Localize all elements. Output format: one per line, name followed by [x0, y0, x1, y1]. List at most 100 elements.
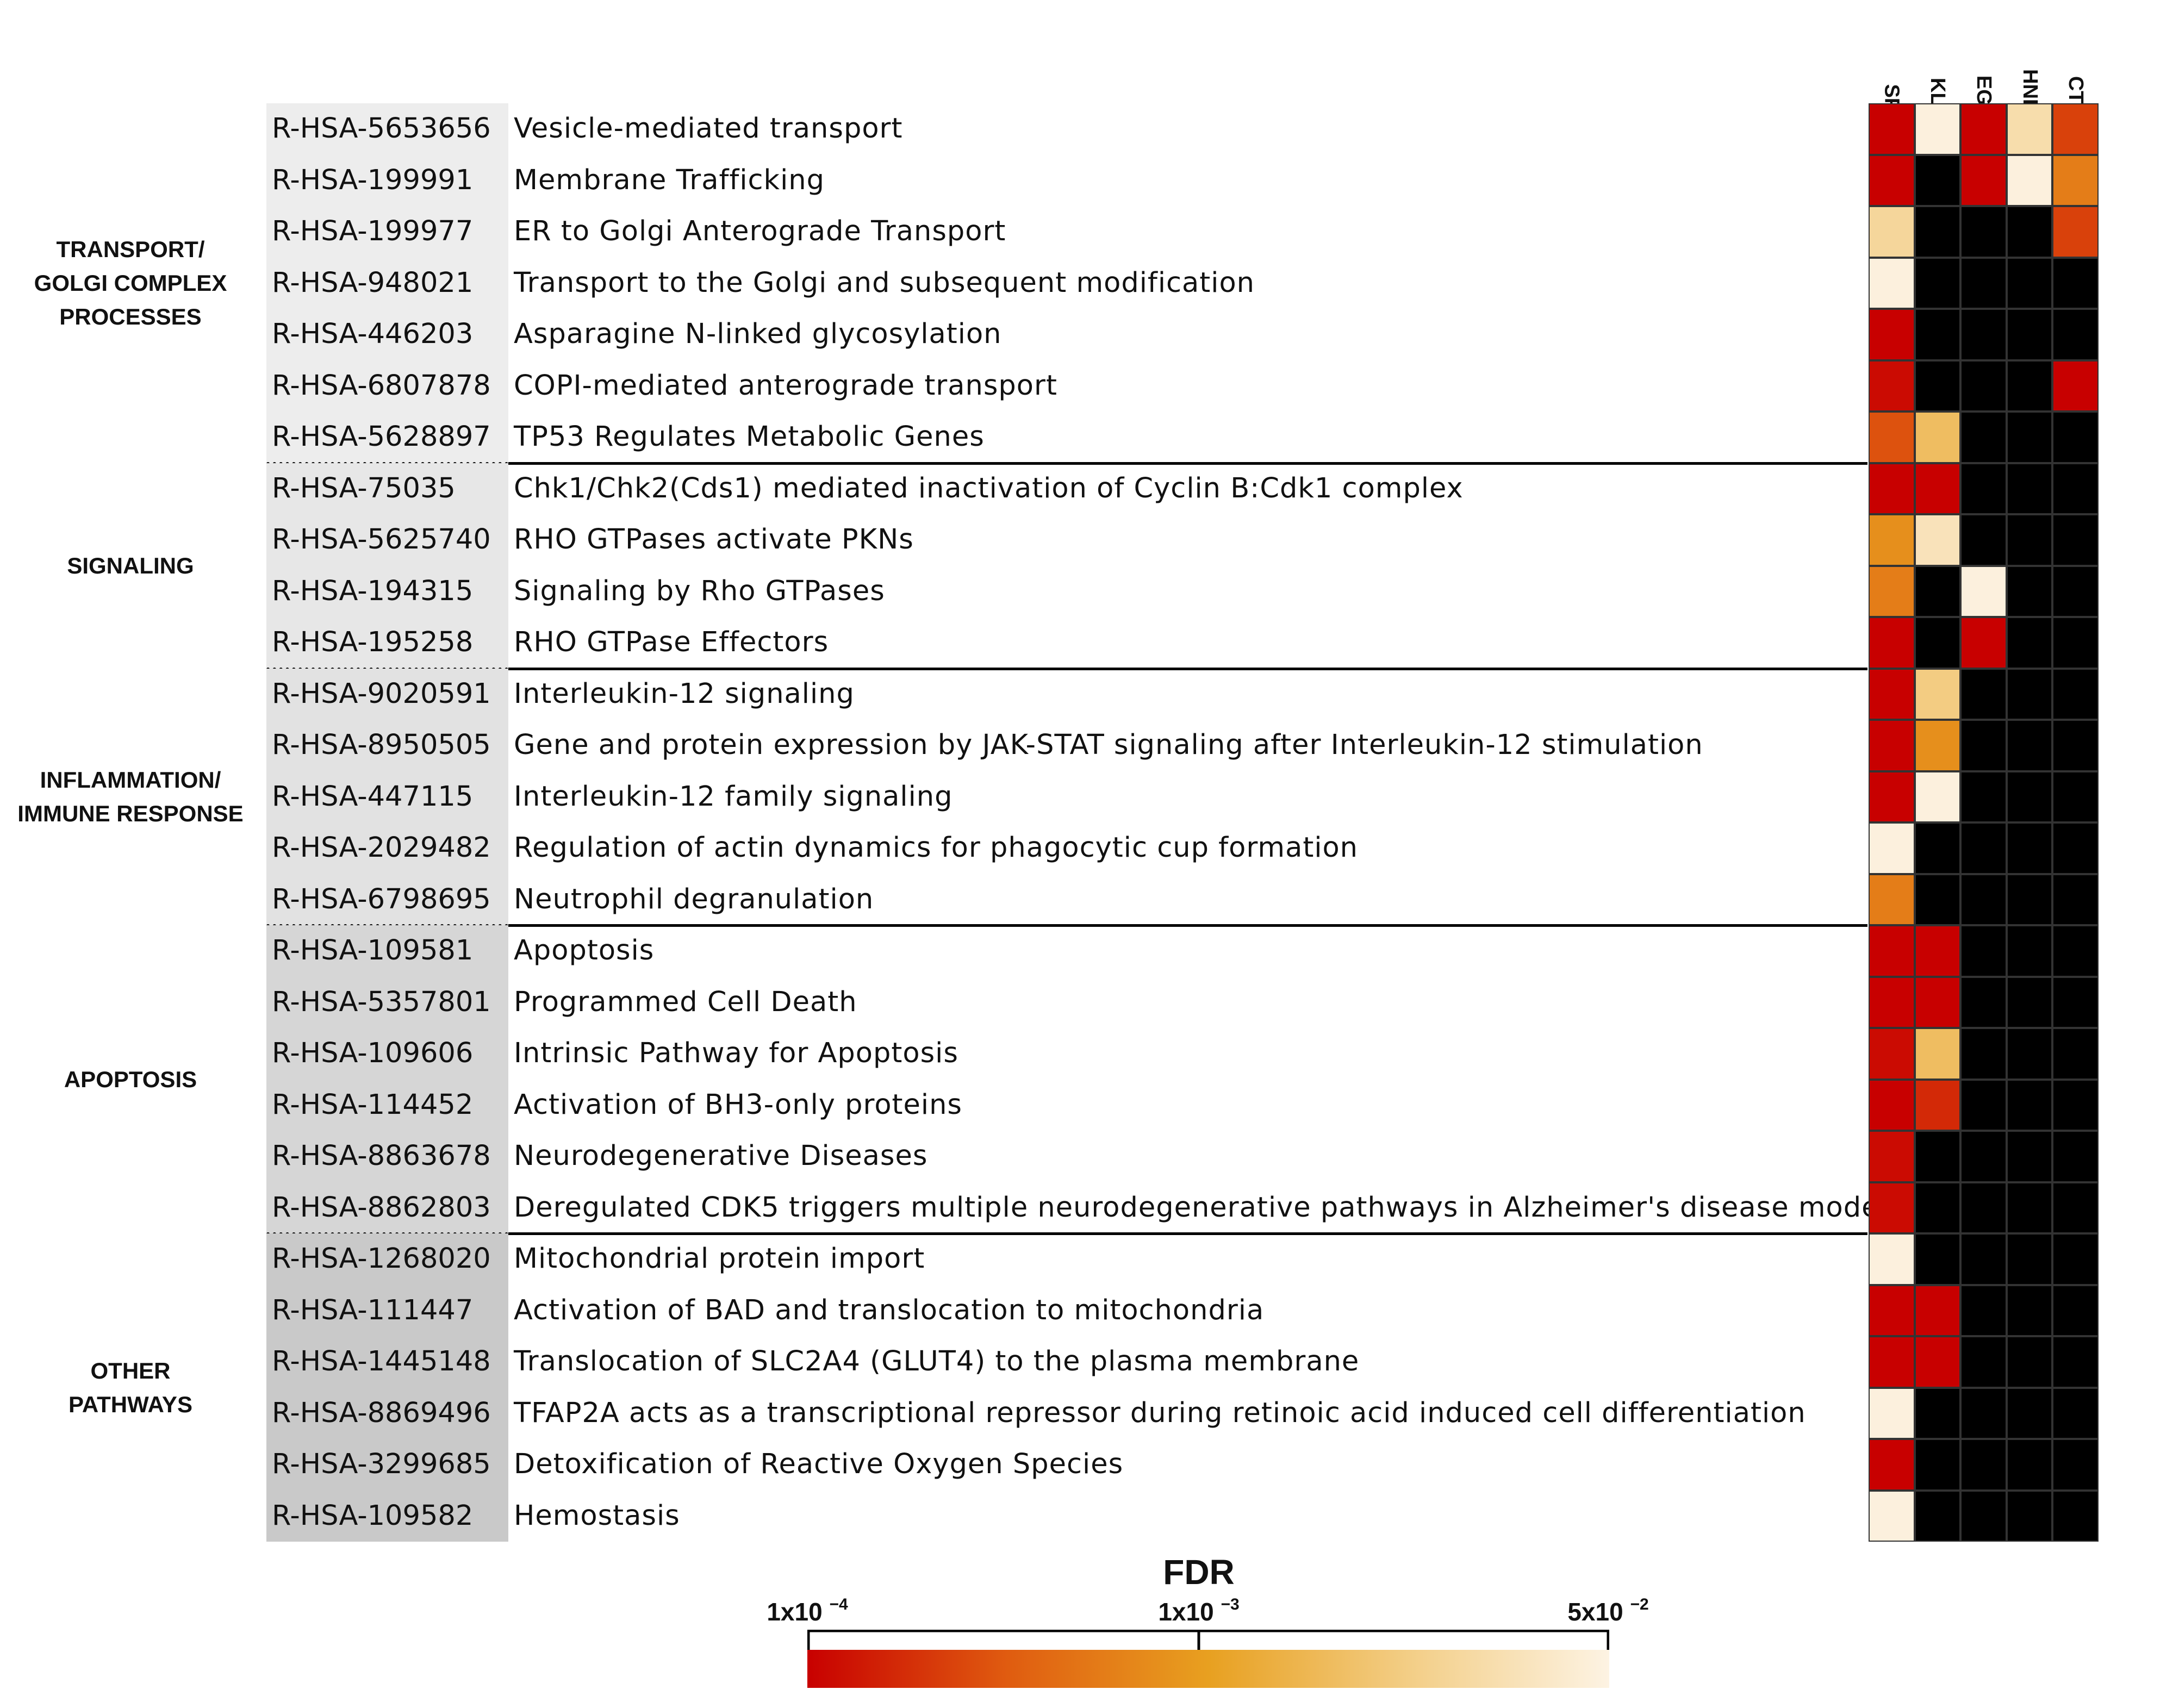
pathway-name: TFAP2A acts as a transcriptional repress… [514, 1397, 1806, 1429]
heatmap-cell [2052, 1490, 2099, 1542]
pathway-name: Activation of BAD and translocation to m… [514, 1294, 1265, 1326]
pathway-id: R-HSA-6807878 [272, 369, 491, 402]
heatmap-cell [1914, 463, 1961, 514]
heatmap-cell [2052, 412, 2099, 463]
heatmap-cell [1869, 1131, 1915, 1182]
group-label: SIGNALING [0, 549, 261, 583]
heatmap-cell [1914, 206, 1961, 258]
heatmap-cell [1914, 1285, 1961, 1336]
heatmap-cell [2052, 976, 2099, 1028]
pathway-id: R-HSA-109606 [272, 1037, 474, 1069]
group-id-band [266, 668, 508, 925]
heatmap-cell [1914, 1233, 1961, 1285]
heatmap-cell [1960, 617, 2007, 669]
heatmap-cell [1960, 1233, 2007, 1285]
heatmap-cell [2006, 1387, 2053, 1439]
pathway-name: Hemostasis [514, 1499, 680, 1532]
pathway-name: Regulation of actin dynamics for phagocy… [514, 832, 1359, 864]
heatmap-cell [2052, 1131, 2099, 1182]
heatmap-cell [2052, 617, 2099, 669]
heatmap-cell [2052, 1028, 2099, 1080]
tick-exponent: −3 [1221, 1595, 1240, 1613]
pathway-name: Intrinsic Pathway for Apoptosis [514, 1037, 958, 1069]
pathway-name: Mitochondrial protein import [514, 1243, 925, 1275]
heatmap-cell [1869, 514, 1915, 566]
heatmap-cell [1914, 1439, 1961, 1491]
heatmap-cell [2052, 1079, 2099, 1131]
heatmap-cell [2006, 103, 2053, 155]
group-separator-line [508, 462, 1867, 465]
heatmap-cell [1914, 1131, 1961, 1182]
pathway-name: Apoptosis [514, 934, 655, 967]
pathway-id: R-HSA-446203 [272, 318, 474, 350]
pathway-id: R-HSA-109581 [272, 934, 474, 967]
heatmap-cell [2006, 360, 2053, 412]
heatmap-cell [1960, 1028, 2007, 1080]
heatmap-cell [1869, 463, 1915, 514]
heatmap-cell [2052, 103, 2099, 155]
heatmap-cell [1869, 1490, 1915, 1542]
heatmap-cell [1869, 206, 1915, 258]
tick-mantissa: 1x10 [767, 1598, 830, 1626]
group-label-line: GOLGI COMPLEX [34, 270, 227, 296]
heatmap-cell [2006, 1182, 2053, 1233]
pathway-name: Transport to the Golgi and subsequent mo… [514, 266, 1255, 299]
heatmap-cell [2006, 1233, 2053, 1285]
group-label-line: TRANSPORT/ [56, 236, 205, 262]
heatmap-cell [1960, 1490, 2007, 1542]
heatmap-cell [2052, 1285, 2099, 1336]
pathway-id: R-HSA-199991 [272, 164, 474, 196]
heatmap-cell [1869, 1387, 1915, 1439]
group-label-line: APOPTOSIS [64, 1066, 197, 1092]
heatmap-cell [2006, 514, 2053, 566]
group-separator-line [508, 667, 1867, 670]
heatmap-cell [1960, 720, 2007, 771]
pathway-id: R-HSA-3299685 [272, 1448, 491, 1480]
heatmap-cell [2052, 360, 2099, 412]
pathway-id: R-HSA-5653656 [272, 113, 491, 145]
heatmap-cell [1869, 1233, 1915, 1285]
pathway-name: COPI-mediated anterograde transport [514, 369, 1057, 402]
heatmap-cell [2052, 668, 2099, 720]
group-separator-line [508, 1232, 1867, 1235]
heatmap-cell [2052, 1233, 2099, 1285]
pathway-name: Membrane Trafficking [514, 164, 825, 196]
heatmap-cell [2006, 771, 2053, 822]
heatmap-cell [1914, 1182, 1961, 1233]
heatmap-cell [1914, 822, 1961, 874]
pathway-name: Interleukin-12 signaling [514, 677, 855, 710]
heatmap-cell [1914, 154, 1961, 206]
pathway-id: R-HSA-447115 [272, 780, 474, 813]
heatmap-cell [1869, 103, 1915, 155]
heatmap-cell [2006, 309, 2053, 360]
group-label-line: SIGNALING [67, 552, 194, 578]
pathway-id: R-HSA-75035 [272, 472, 456, 504]
heatmap-cell [2052, 1182, 2099, 1233]
heatmap-cell [1960, 1182, 2007, 1233]
heatmap-cell [1960, 1131, 2007, 1182]
pathway-name: TP53 Regulates Metabolic Genes [514, 421, 985, 453]
heatmap-cell [2006, 1439, 2053, 1491]
heatmap-cell [1960, 822, 2007, 874]
heatmap-cell [1914, 360, 1961, 412]
heatmap-cell [1960, 1439, 2007, 1491]
pathway-name: Signaling by Rho GTPases [514, 575, 885, 607]
heatmap-cell [2006, 874, 2053, 925]
heatmap-cell [2006, 257, 2053, 309]
legend-tick-label: 1x10 −4 [737, 1595, 878, 1626]
heatmap-cell [1869, 925, 1915, 977]
heatmap-cell [1960, 360, 2007, 412]
heatmap-cell [1869, 617, 1915, 669]
pathway-id: R-HSA-948021 [272, 266, 474, 299]
heatmap-cell [2006, 822, 2053, 874]
pathway-id: R-HSA-5625740 [272, 523, 491, 556]
heatmap-cell [2052, 1439, 2099, 1491]
heatmap-cell [2052, 822, 2099, 874]
pathway-name: Neutrophil degranulation [514, 883, 874, 915]
heatmap-cell [1960, 309, 2007, 360]
pathway-id: R-HSA-8862803 [272, 1191, 491, 1224]
heatmap-cell [1869, 1285, 1915, 1336]
group-label-line: INFLAMMATION/ [40, 766, 221, 793]
pathway-name: Programmed Cell Death [514, 986, 857, 1018]
heatmap-cell [2006, 1336, 2053, 1388]
